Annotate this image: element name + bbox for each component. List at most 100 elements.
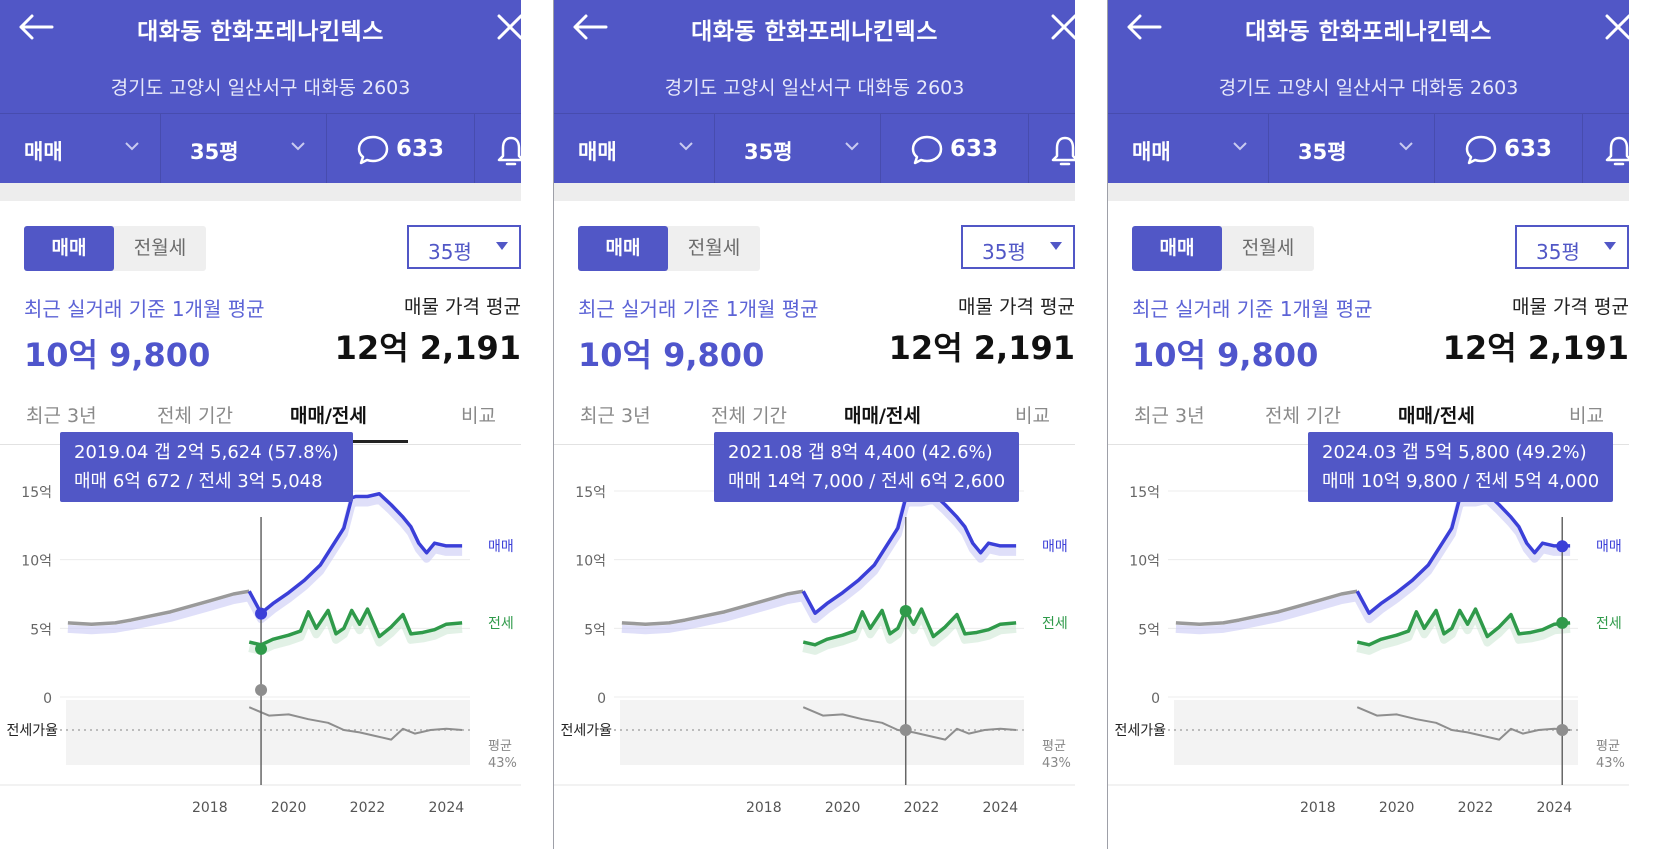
segment-sale-button[interactable]: 매매 [1132, 226, 1222, 271]
listing-average-value: 12억 2,191 [1442, 329, 1629, 367]
segment-lease-button[interactable]: 전월세 [687, 237, 741, 259]
size-dropdown[interactable]: 35평 [1268, 114, 1435, 184]
recent-average-value: 10억 9,800 [1132, 336, 1319, 374]
series-line-ratio [802, 706, 1017, 741]
recent-average-label: 최근 실거래 기준 1개월 평균 [1132, 297, 1373, 321]
cursor-point-ratio [255, 684, 268, 696]
segment-sale-button[interactable]: 매매 [578, 226, 668, 271]
size-select[interactable]: 35평 [1515, 225, 1629, 269]
tab-sale-lease[interactable]: 매매/전세 [1398, 405, 1475, 427]
size-select-value: 35평 [428, 240, 472, 264]
listing-average-label: 매물 가격 평균 [958, 296, 1075, 318]
comments-button[interactable]: 633 [326, 114, 475, 184]
y-tick-label: 5억 [584, 622, 606, 638]
tooltip-price-line: 매매 14억 7,000 / 전세 6억 2,600 [728, 471, 1006, 492]
tooltip-price-line: 매매 10억 9,800 / 전세 5억 4,000 [1322, 471, 1600, 492]
chart-tooltip: 2021.08 갭 8억 4,400 (42.6%) 매매 14억 7,000 … [714, 432, 1020, 502]
y-tick-label: 15억 [575, 485, 606, 501]
notification-button[interactable] [474, 114, 521, 184]
series-range-band [1356, 611, 1571, 655]
tab-compare[interactable]: 비교 [1015, 405, 1050, 427]
size-label: 35평 [1298, 140, 1347, 164]
legend-average-label: 평균 [488, 739, 512, 754]
chevron-down-icon [1399, 142, 1413, 151]
size-label: 35평 [744, 140, 793, 164]
notification-button[interactable] [1582, 114, 1629, 184]
segment-sale-button[interactable]: 매매 [24, 226, 114, 271]
legend-average-label: 평균 [1042, 739, 1066, 754]
back-arrow-icon[interactable] [572, 12, 610, 42]
chevron-down-icon [125, 142, 139, 151]
trade-type-dropdown[interactable]: 매매 [0, 114, 161, 184]
size-dropdown[interactable]: 35평 [160, 114, 327, 184]
series-line-lease [1356, 607, 1571, 647]
chevron-down-icon [1233, 142, 1247, 151]
screen-panel-2: 대화동 한화포레나킨텍스 경기도 고양시 일산서구 대화동 2603 매매 35… [554, 0, 1075, 849]
segment-lease-button[interactable]: 전월세 [133, 237, 187, 259]
size-dropdown[interactable]: 35평 [714, 114, 881, 184]
tab-sale-lease[interactable]: 매매/전세 [290, 405, 367, 427]
comment-count: 633 [950, 136, 999, 162]
x-tick-label: 2022 [1458, 800, 1494, 816]
section-separator [0, 183, 521, 201]
cursor-point-sale [1556, 540, 1569, 553]
comments-button[interactable]: 633 [880, 114, 1029, 184]
trade-type-label: 매매 [24, 140, 63, 164]
tab-all-period[interactable]: 전체 기간 [711, 405, 787, 427]
tab-compare[interactable]: 비교 [1569, 405, 1604, 427]
comments-button[interactable]: 633 [1434, 114, 1583, 184]
trade-type-dropdown[interactable]: 매매 [1108, 114, 1269, 184]
y-tick-label: 15억 [1129, 485, 1160, 501]
legend-average-ratio: 43% [488, 756, 517, 771]
chevron-down-icon [845, 142, 859, 151]
tab-all-period[interactable]: 전체 기간 [1265, 405, 1341, 427]
close-icon[interactable] [1603, 12, 1629, 42]
legend-sale-label: 매매 [1596, 539, 1622, 555]
legend-average-label: 평균 [1596, 739, 1620, 754]
legend-lease-label: 전세 [1596, 616, 1622, 632]
segment-lease-button[interactable]: 전월세 [1241, 237, 1295, 259]
caret-down-icon [1050, 242, 1062, 250]
listing-average-label: 매물 가격 평균 [404, 296, 521, 318]
back-arrow-icon[interactable] [1126, 12, 1164, 42]
tab-compare[interactable]: 비교 [461, 405, 496, 427]
close-icon[interactable] [495, 12, 521, 42]
screen-panel-3: 대화동 한화포레나킨텍스 경기도 고양시 일산서구 대화동 2603 매매 35… [1108, 0, 1629, 849]
address-text: 경기도 고양시 일산서구 대화동 2603 [664, 77, 965, 99]
x-tick-label: 2024 [983, 800, 1019, 816]
cursor-point-ratio [1556, 724, 1569, 736]
screen-panel-1: 대화동 한화포레나킨텍스 경기도 고양시 일산서구 대화동 2603 매매 35… [0, 0, 521, 849]
caret-down-icon [1604, 242, 1616, 250]
tab-all-period[interactable]: 전체 기간 [157, 405, 233, 427]
size-select[interactable]: 35평 [961, 225, 1075, 269]
trade-type-dropdown[interactable]: 매매 [554, 114, 715, 184]
tab-recent-3y[interactable]: 최근 3년 [1134, 405, 1205, 427]
page-title: 대화동 한화포레나킨텍스 [137, 19, 384, 45]
notification-button[interactable] [1028, 114, 1075, 184]
back-arrow-icon[interactable] [18, 12, 56, 42]
x-tick-label: 2020 [1379, 800, 1415, 816]
address-text: 경기도 고양시 일산서구 대화동 2603 [110, 77, 411, 99]
size-select[interactable]: 35평 [407, 225, 521, 269]
bell-icon [1605, 136, 1629, 166]
app-header: 대화동 한화포레나킨텍스 경기도 고양시 일산서구 대화동 2603 매매 35… [0, 0, 521, 184]
size-select-value: 35평 [1536, 240, 1580, 264]
tab-recent-3y[interactable]: 최근 3년 [580, 405, 651, 427]
tab-recent-3y[interactable]: 최근 3년 [26, 405, 97, 427]
cursor-point-lease [255, 642, 268, 655]
tab-sale-lease[interactable]: 매매/전세 [844, 405, 921, 427]
chat-bubble-icon [1465, 135, 1497, 165]
cursor-point-ratio [899, 724, 912, 736]
app-header: 대화동 한화포레나킨텍스 경기도 고양시 일산서구 대화동 2603 매매 35… [1108, 0, 1629, 184]
close-icon[interactable] [1049, 12, 1075, 42]
legend-sale-label: 매매 [1042, 539, 1068, 555]
bell-icon [497, 136, 521, 166]
series-early-line [1175, 589, 1358, 626]
series-early-line [67, 589, 250, 626]
trade-segment-control: 매매 전월세 [24, 226, 206, 271]
y-tick-label: 10억 [1129, 554, 1160, 570]
tooltip-gap-line: 2019.04 갭 2억 5,624 (57.8%) [74, 442, 339, 463]
